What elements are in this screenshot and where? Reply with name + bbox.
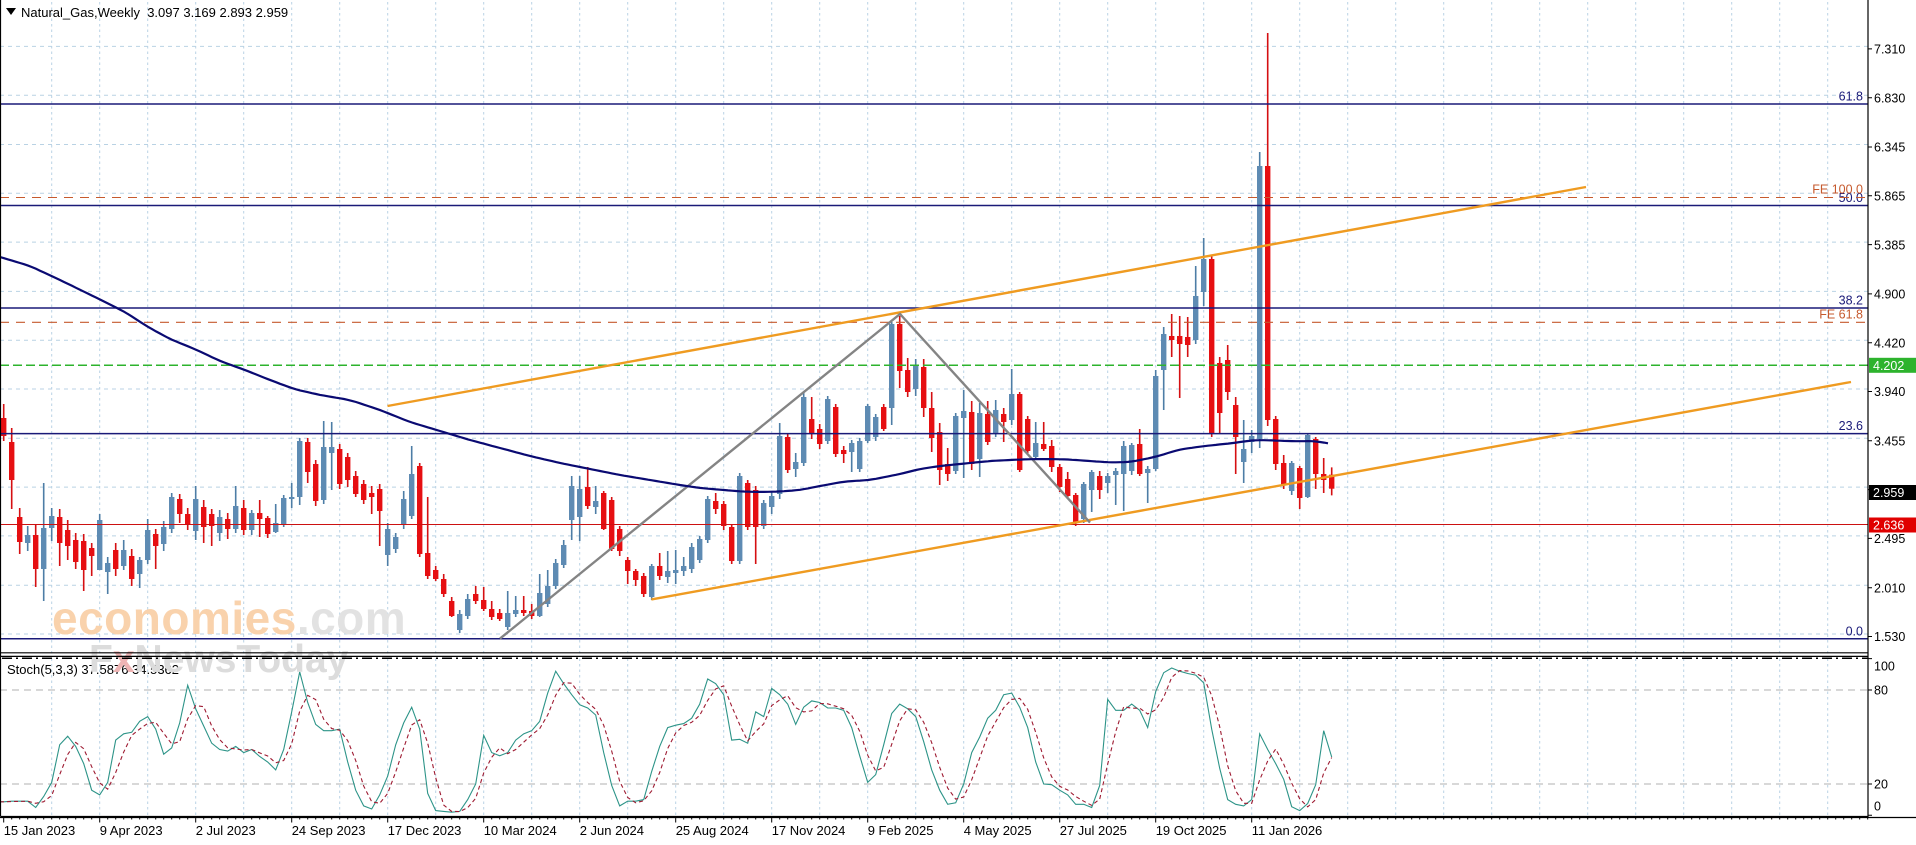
svg-text:5.865: 5.865	[1874, 190, 1905, 204]
svg-text:2.010: 2.010	[1874, 581, 1905, 595]
svg-text:4.202: 4.202	[1873, 359, 1904, 373]
svg-text:17 Nov 2024: 17 Nov 2024	[772, 823, 846, 838]
svg-text:38.2: 38.2	[1839, 294, 1863, 308]
svg-text:5.385: 5.385	[1874, 238, 1905, 252]
svg-text:20: 20	[1874, 778, 1888, 792]
svg-text:6.830: 6.830	[1874, 91, 1905, 105]
svg-text:2 Jun 2024: 2 Jun 2024	[580, 823, 644, 838]
svg-text:2 Jul 2023: 2 Jul 2023	[196, 823, 256, 838]
svg-text:11 Jan 2026: 11 Jan 2026	[1252, 823, 1323, 838]
svg-text:economies.com: economies.com	[52, 592, 406, 644]
svg-text:3.940: 3.940	[1874, 385, 1905, 399]
svg-text:10 Mar 2024: 10 Mar 2024	[484, 823, 557, 838]
svg-text:17 Dec 2023: 17 Dec 2023	[388, 823, 462, 838]
svg-text:25 Aug 2024: 25 Aug 2024	[676, 823, 749, 838]
svg-text:24 Sep 2023: 24 Sep 2023	[292, 823, 366, 838]
svg-text:80: 80	[1874, 684, 1888, 698]
svg-text:3.455: 3.455	[1874, 435, 1905, 449]
svg-text:100: 100	[1874, 660, 1895, 674]
svg-text:6.345: 6.345	[1874, 141, 1905, 155]
svg-text:4.420: 4.420	[1874, 336, 1905, 350]
svg-text:9 Apr 2023: 9 Apr 2023	[100, 823, 163, 838]
svg-text:0: 0	[1874, 800, 1881, 814]
svg-text:27 Jul 2025: 27 Jul 2025	[1060, 823, 1127, 838]
svg-text:2.495: 2.495	[1874, 532, 1905, 546]
svg-text:Natural_Gas,Weekly 3.097 3.16: Natural_Gas,Weekly 3.097 3.169 2.893 2.9…	[21, 5, 288, 20]
svg-text:1.530: 1.530	[1874, 630, 1905, 644]
svg-text:4.900: 4.900	[1874, 288, 1905, 302]
svg-text:FxNewsToday: FxNewsToday	[89, 638, 349, 681]
svg-text:2.959: 2.959	[1873, 486, 1904, 500]
svg-text:15 Jan 2023: 15 Jan 2023	[4, 823, 76, 838]
svg-text:Stoch(5,3,3) 37.5876 34.5362: Stoch(5,3,3) 37.5876 34.5362	[7, 662, 179, 677]
svg-text:2.636: 2.636	[1873, 519, 1904, 533]
svg-text:61.8: 61.8	[1839, 90, 1863, 104]
svg-text:19 Oct 2025: 19 Oct 2025	[1156, 823, 1227, 838]
svg-text:4 May 2025: 4 May 2025	[964, 823, 1032, 838]
svg-text:50.0: 50.0	[1839, 191, 1863, 205]
svg-text:FE 100.0: FE 100.0	[1812, 183, 1863, 197]
svg-text:FE 61.8: FE 61.8	[1819, 307, 1863, 321]
svg-text:23.6: 23.6	[1839, 419, 1863, 433]
svg-text:9 Feb 2025: 9 Feb 2025	[868, 823, 934, 838]
svg-text:0.0: 0.0	[1846, 624, 1863, 638]
svg-text:7.310: 7.310	[1874, 43, 1905, 57]
